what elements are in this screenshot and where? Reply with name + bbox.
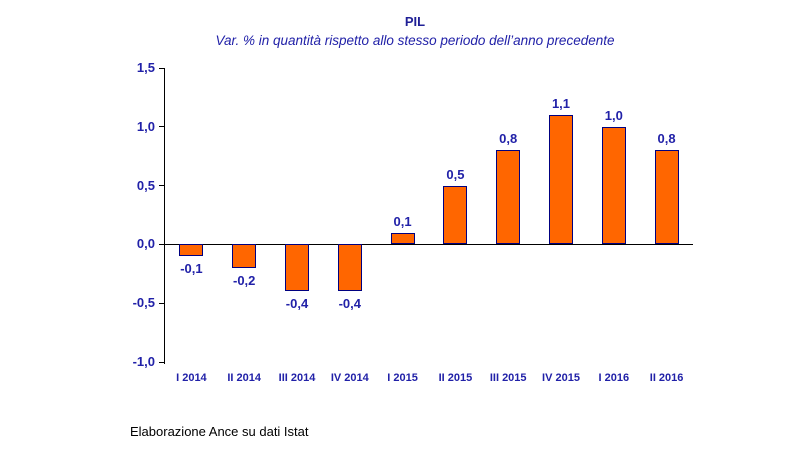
bar-value-label: 0,8	[657, 131, 676, 147]
y-axis-label: 1,0	[136, 118, 155, 134]
y-axis-label: 1,5	[136, 60, 155, 75]
y-axis-tick	[159, 302, 164, 304]
bar	[179, 244, 204, 257]
y-axis-label: 0,0	[136, 236, 155, 252]
y-axis-tick	[159, 361, 164, 363]
bar-value-label: 0,5	[446, 166, 465, 182]
x-axis-label: IV 2015	[542, 372, 580, 384]
bar-value-label: -0,4	[338, 296, 361, 312]
y-axis-line	[164, 68, 165, 364]
y-axis-tick	[159, 185, 164, 187]
bar	[443, 185, 468, 245]
y-axis-tick	[159, 67, 164, 69]
bar	[654, 150, 679, 245]
y-axis-tick	[159, 243, 164, 245]
bar-value-label: 1,1	[551, 96, 571, 112]
x-axis-zero-line	[165, 243, 693, 245]
chart-subtitle: Var. % in quantità rispetto allo stesso …	[215, 33, 615, 48]
x-axis-label: III 2014	[278, 372, 316, 384]
x-axis-label: I 2014	[176, 372, 207, 384]
x-axis-label: I 2015	[387, 372, 418, 384]
y-axis-label: -0,5	[132, 295, 155, 311]
bar-value-label: 0,8	[499, 131, 518, 147]
bar	[337, 244, 362, 292]
bar	[285, 244, 309, 292]
y-axis-label: 0,5	[136, 177, 155, 193]
bar-value-label: -0,1	[180, 261, 203, 277]
x-axis-label: I 2016	[598, 372, 630, 384]
bar-value-label: -0,4	[285, 296, 309, 312]
x-axis-label: IV 2014	[330, 372, 369, 384]
x-axis-label: II 2015	[438, 372, 473, 384]
y-axis-tick	[159, 126, 164, 128]
source-note: Elaborazione Ance su dati Istat	[130, 424, 309, 439]
y-axis-label: -1,0	[132, 354, 155, 369]
bar	[390, 232, 415, 245]
bar	[549, 115, 573, 245]
bar	[601, 126, 626, 245]
bar-value-label: -0,2	[232, 272, 256, 288]
bar	[496, 150, 521, 245]
plot-area: 1,5 1,0 0,5 0,0 -0,5 -1,0 -0,1 I 2014 -0,2 II 201…	[133, 60, 693, 384]
x-axis-label: III 2015	[489, 372, 527, 384]
x-axis-label: II 2014	[227, 372, 262, 384]
bar-value-label: 0,1	[393, 213, 412, 229]
x-axis-label: II 2016	[649, 372, 684, 384]
chart-title: PIL	[404, 14, 426, 29]
bar-value-label: 1,0	[604, 107, 623, 123]
bar	[232, 244, 257, 268]
